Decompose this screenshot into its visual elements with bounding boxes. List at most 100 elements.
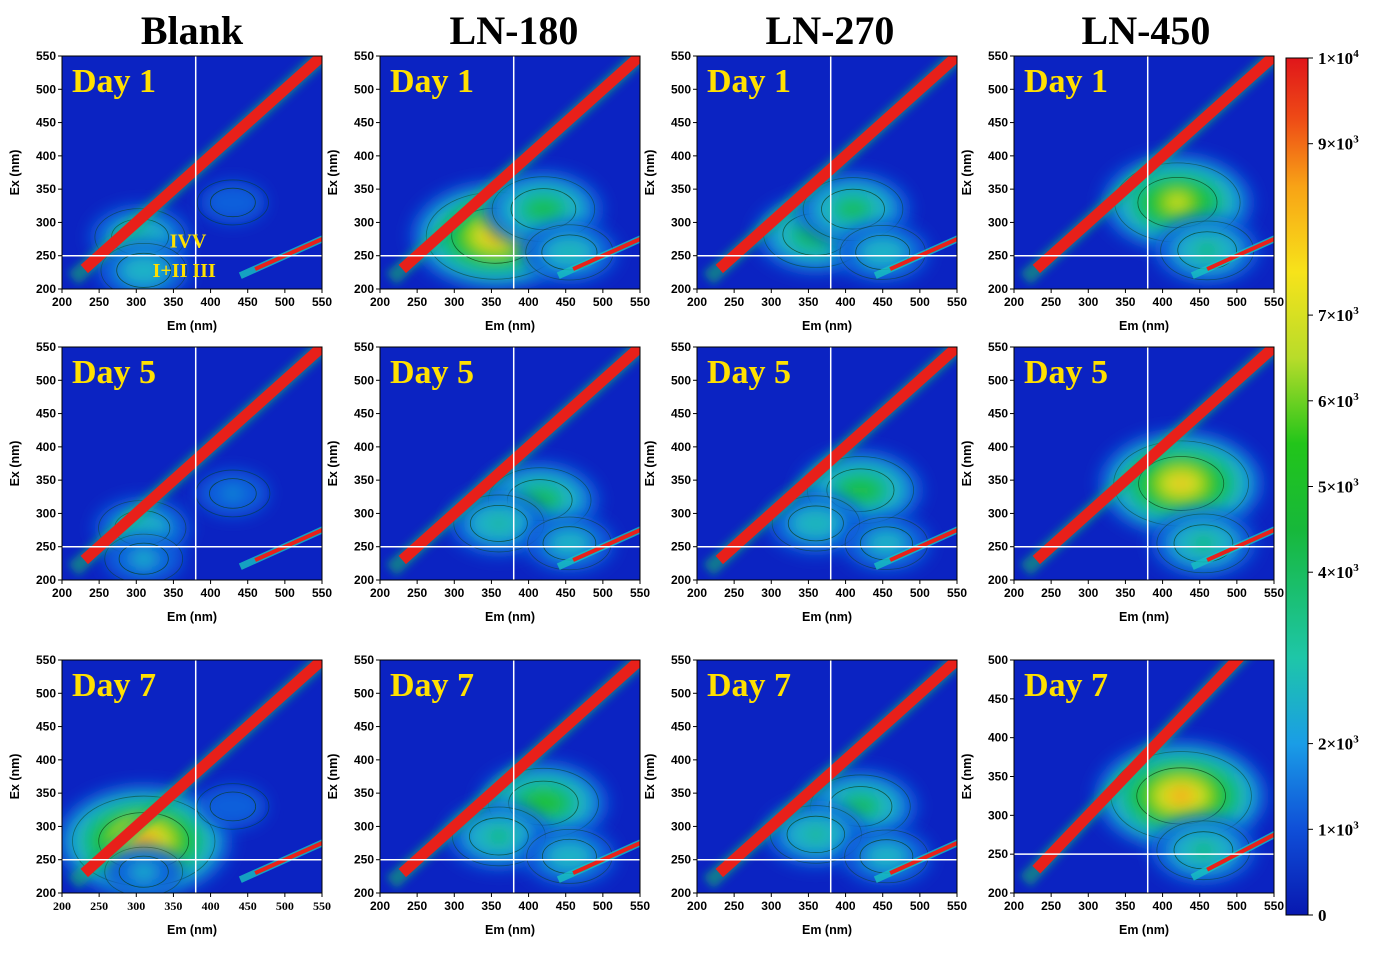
y-tick-label: 200 (36, 282, 56, 296)
y-axis-label: Ex (nm) (643, 754, 657, 800)
x-tick-label: 550 (630, 899, 650, 913)
x-tick-label: 500 (1227, 586, 1247, 600)
x-axis-label: Em (nm) (802, 923, 852, 937)
x-tick-label: 400 (1153, 295, 1173, 309)
colorbar-tick-base: 9×10 (1318, 135, 1353, 154)
y-axis-label: Ex (nm) (326, 150, 340, 196)
y-tick-label: 250 (671, 249, 691, 263)
y-tick-label: 250 (36, 249, 56, 263)
peak-level (137, 524, 148, 532)
y-tick-label: 550 (36, 340, 56, 354)
peak-level (851, 484, 870, 496)
day-label: Day 7 (707, 667, 791, 704)
x-tick-label: 550 (1264, 586, 1284, 600)
x-tick-label: 200 (370, 586, 390, 600)
day-label: Day 1 (707, 63, 791, 100)
second-order-scatter-core (1206, 236, 1274, 271)
rayleigh-scatter-band (1032, 56, 1274, 274)
plot-area (1014, 660, 1274, 893)
contour-line (209, 478, 257, 509)
y-tick-label: 550 (354, 653, 374, 667)
y-tick-label: 500 (671, 373, 691, 387)
x-tick-label: 300 (1078, 295, 1098, 309)
contour-line (116, 252, 172, 288)
second-order-scatter-core (254, 527, 322, 562)
contour-line (209, 187, 256, 218)
plot-area (1014, 56, 1274, 289)
x-tick-label: 400 (201, 586, 221, 600)
y-tick-label: 550 (671, 49, 691, 63)
y-tick-label: 250 (36, 540, 56, 554)
y-tick-label: 250 (988, 847, 1008, 861)
y-tick-label: 550 (354, 49, 374, 63)
plot-frame (1013, 55, 1275, 290)
second-order-scatter-core (572, 527, 640, 562)
y-tick-label: 250 (671, 853, 691, 867)
y-tick-label: 500 (988, 653, 1008, 667)
y-tick-label: 550 (36, 653, 56, 667)
plot-area (380, 660, 640, 893)
peak-level (564, 249, 575, 256)
colorbar-tick-exponent: 3 (1353, 305, 1359, 317)
y-tick-label: 400 (988, 149, 1008, 163)
y-tick-label: 300 (671, 215, 691, 229)
peak-level (547, 529, 592, 558)
second-order-scatter-core (254, 840, 322, 875)
x-tick-label: 300 (444, 899, 464, 913)
y-tick-label: 200 (671, 573, 691, 587)
x-tick-label: 550 (312, 586, 332, 600)
y-tick-label: 550 (671, 653, 691, 667)
plot-frame (696, 55, 958, 290)
region-label-i-ii-iii: I+II III (153, 260, 216, 282)
y-tick-label: 550 (36, 49, 56, 63)
peak-level (132, 232, 148, 242)
colorbar-tick-exponent: 3 (1353, 134, 1359, 146)
x-tick-label: 250 (90, 899, 108, 913)
colorbar-tick-exponent: 3 (1353, 562, 1359, 574)
colorbar-tick-label: 6×103 (1318, 391, 1359, 411)
colorbar-tick-label: 1×103 (1318, 819, 1359, 839)
x-tick-label: 450 (1190, 295, 1210, 309)
x-axis-label: Em (nm) (1119, 923, 1169, 937)
colorbar-tick-label: 7×103 (1318, 305, 1359, 325)
contour-line (786, 815, 846, 854)
rayleigh-scatter-band (1032, 347, 1274, 565)
y-tick-label: 500 (671, 82, 691, 96)
second-order-scatter-core (1206, 832, 1274, 872)
contour-line (196, 783, 270, 830)
y-tick-label: 200 (988, 282, 1008, 296)
y-tick-label: 500 (671, 686, 691, 700)
peak-level (1168, 787, 1195, 805)
y-tick-label: 500 (354, 686, 374, 700)
second-order-scatter-core (572, 236, 640, 271)
colorbar-tick-label: 1×104 (1318, 48, 1359, 68)
y-tick-label: 400 (354, 440, 374, 454)
x-tick-label: 400 (201, 295, 221, 309)
eem-panel: 200 250 300 350 400 450 500 550 200 250 300 350 400 4… (8, 49, 332, 333)
y-tick-label: 200 (354, 573, 374, 587)
plot-frame (379, 659, 641, 894)
y-tick-label: 450 (36, 720, 56, 734)
colorbar-tick-base: 2×10 (1318, 735, 1353, 754)
rayleigh-scatter-band (80, 660, 322, 878)
plot-area (62, 347, 322, 580)
y-tick-label: 450 (988, 407, 1008, 421)
y-tick-label: 500 (354, 373, 374, 387)
region-label-iv-v: IVV (170, 231, 207, 253)
x-tick-label: 550 (947, 295, 967, 309)
y-tick-label: 450 (36, 407, 56, 421)
peak-level (491, 518, 507, 529)
colorbar-tick-base: 5×10 (1318, 478, 1353, 497)
x-tick-label: 550 (313, 899, 331, 913)
x-tick-label: 300 (444, 586, 464, 600)
x-tick-label: 400 (202, 899, 220, 913)
rayleigh-scatter-band (398, 56, 640, 274)
x-tick-label: 250 (89, 295, 109, 309)
colorbar-tick-label: 0 (1318, 906, 1327, 925)
contour-line (118, 542, 169, 575)
contour-line (469, 504, 528, 542)
y-tick-label: 450 (36, 116, 56, 130)
x-tick-label: 200 (1004, 899, 1024, 913)
peak-level (129, 862, 158, 881)
contour-line (118, 855, 169, 888)
